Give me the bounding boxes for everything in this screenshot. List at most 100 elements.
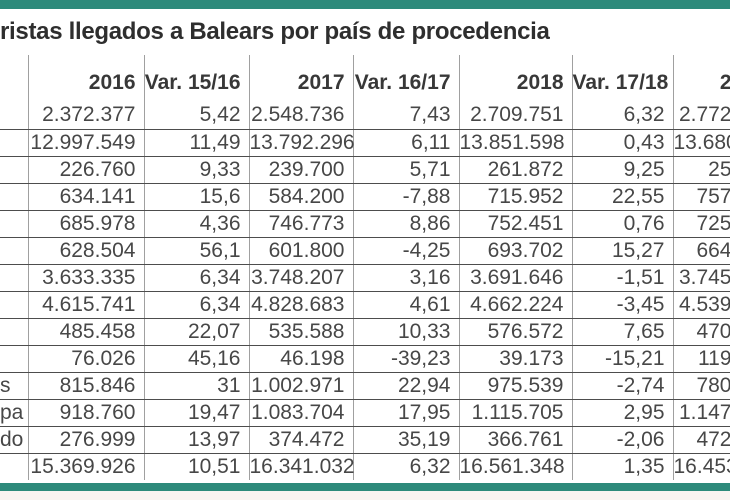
cell-var1516: 10,51: [144, 453, 250, 480]
cell-var1617: 35,19: [353, 426, 460, 454]
cell-y2017: 3.748.207: [249, 264, 354, 292]
cell-y2017: 746.773: [249, 210, 354, 238]
cell-y2017: 535.588: [249, 318, 354, 346]
cell-y2017: 584.200: [249, 183, 354, 211]
cell-var1516: 15,6: [144, 183, 250, 211]
tourists-by-country-table: 2016 Var. 15/16 2017 Var. 16/17 2018 Var. 17/…: [0, 55, 730, 480]
cell-y2017: 1.002.971: [249, 372, 354, 400]
cell-y2017: 2.548.736: [249, 102, 354, 130]
table-row: do 276.999 13,97 374.472 35,19 366.761 -2,06 47…: [0, 426, 730, 454]
cell-country: [0, 264, 29, 292]
cell-y2018: 3.691.646: [459, 264, 573, 292]
cell-var1617: 8,86: [353, 210, 460, 238]
cell-var1718: -3,45: [572, 291, 674, 319]
cell-country: pa: [0, 399, 29, 427]
cell-var1617: 7,43: [353, 102, 460, 130]
cell-var1718: 15,27: [572, 237, 674, 265]
cell-y2019: 470: [673, 318, 730, 346]
cell-y2019: 472: [673, 426, 730, 454]
cell-y2016: 634.141: [28, 183, 145, 211]
cell-y2019: 2.772: [673, 102, 730, 130]
cell-country: [0, 345, 29, 373]
cell-var1718: 22,55: [572, 183, 674, 211]
cell-var1516: 22,07: [144, 318, 250, 346]
cell-y2019: 664: [673, 237, 730, 265]
cell-var1516: 56,1: [144, 237, 250, 265]
cell-y2017: 374.472: [249, 426, 354, 454]
table-body: 2.372.377 5,42 2.548.736 7,43 2.709.751 6,32 2…: [0, 102, 730, 480]
cell-var1516: 45,16: [144, 345, 250, 373]
cell-y2019: 25: [673, 156, 730, 184]
cell-y2018: 4.662.224: [459, 291, 573, 319]
cell-country: [0, 183, 29, 211]
cell-var1516: 11,49: [144, 129, 250, 157]
cell-y2019: 3.745: [673, 264, 730, 292]
cell-country: s: [0, 372, 29, 400]
cell-country: [0, 453, 29, 480]
cell-var1516: 5,42: [144, 102, 250, 130]
cell-y2016: 12.997.549: [28, 129, 145, 157]
column-header-2018: 2018: [459, 55, 573, 102]
cell-country: [0, 237, 29, 265]
cell-y2019: 13.680: [673, 129, 730, 157]
cell-y2018: 2.709.751: [459, 102, 573, 130]
cell-y2017: 601.800: [249, 237, 354, 265]
cell-var1617: 22,94: [353, 372, 460, 400]
cell-var1718: 1,35: [572, 453, 674, 480]
cell-country: [0, 129, 29, 157]
cell-var1718: 0,76: [572, 210, 674, 238]
cell-var1718: 7,65: [572, 318, 674, 346]
cell-y2018: 366.761: [459, 426, 573, 454]
table-row: 485.458 22,07 535.588 10,33 576.572 7,65 470: [0, 318, 730, 346]
cell-var1516: 6,34: [144, 291, 250, 319]
cell-country: do: [0, 426, 29, 454]
cell-var1617: 6,11: [353, 129, 460, 157]
cell-y2018: 13.851.598: [459, 129, 573, 157]
cell-y2017: 13.792.296: [249, 129, 355, 157]
cell-var1718: -1,51: [572, 264, 674, 292]
cell-y2016: 226.760: [28, 156, 145, 184]
cell-y2016: 4.615.741: [28, 291, 145, 319]
cell-y2018: 39.173: [459, 345, 573, 373]
cell-y2018: 1.115.705: [459, 399, 573, 427]
cell-var1617: 4,61: [353, 291, 460, 319]
cell-y2017: 46.198: [249, 345, 354, 373]
cell-var1617: -4,25: [353, 237, 460, 265]
table-row: 2.372.377 5,42 2.548.736 7,43 2.709.751 6,32 2…: [0, 102, 730, 130]
table-row: 4.615.741 6,34 4.828.683 4,61 4.662.224 -3,45…: [0, 291, 730, 319]
cell-country: [0, 102, 29, 130]
table-row: 628.504 56,1 601.800 -4,25 693.702 15,27 664: [0, 237, 730, 265]
cell-var1516: 9,33: [144, 156, 250, 184]
cell-var1718: 6,32: [572, 102, 674, 130]
cell-y2019: 757: [673, 183, 730, 211]
cell-y2017: 1.083.704: [249, 399, 354, 427]
cell-y2019: 780: [673, 372, 730, 400]
table-row: 634.141 15,6 584.200 -7,88 715.952 22,55 757: [0, 183, 730, 211]
column-header-2016: 2016: [28, 55, 145, 102]
cell-var1718: 2,95: [572, 399, 674, 427]
cell-y2018: 576.572: [459, 318, 573, 346]
cell-var1617: -7,88: [353, 183, 460, 211]
cell-y2017: 16.341.032: [249, 453, 355, 480]
cell-y2016: 628.504: [28, 237, 145, 265]
cell-var1516: 31: [144, 372, 250, 400]
cell-y2016: 76.026: [28, 345, 145, 373]
column-header-2: 2: [673, 55, 730, 102]
cell-y2019: 119: [673, 345, 730, 373]
cell-var1718: -2,06: [572, 426, 674, 454]
cell-y2016: 3.633.335: [28, 264, 145, 292]
table-row: 226.760 9,33 239.700 5,71 261.872 9,25 25: [0, 156, 730, 184]
cell-y2016: 815.846: [28, 372, 145, 400]
cell-y2018: 715.952: [459, 183, 573, 211]
cell-country: [0, 291, 29, 319]
cell-y2016: 2.372.377: [28, 102, 145, 130]
cell-var1516: 13,97: [144, 426, 250, 454]
bottom-accent-bar: [0, 483, 730, 491]
cell-var1516: 19,47: [144, 399, 250, 427]
table-row: s 815.846 31 1.002.971 22,94 975.539 -2,74 780: [0, 372, 730, 400]
cell-var1617: -39,23: [353, 345, 460, 373]
cell-y2019: 4.539: [673, 291, 730, 319]
cell-var1617: 6,32: [353, 453, 460, 480]
table-row: 12.997.549 11,49 13.792.296 6,11 13.851.598 0…: [0, 129, 730, 157]
cell-var1617: 5,71: [353, 156, 460, 184]
